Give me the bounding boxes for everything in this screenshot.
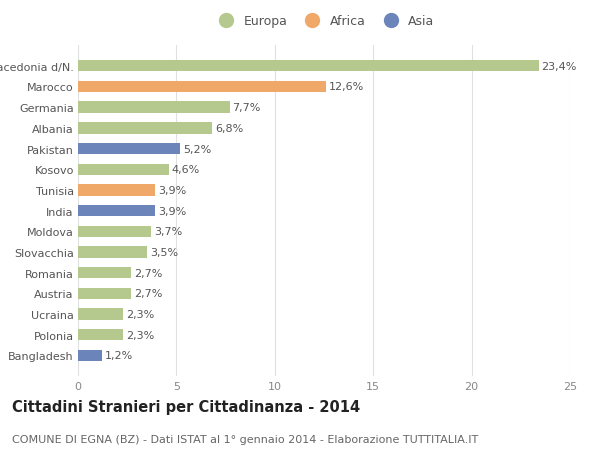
Bar xyxy=(78,185,155,196)
Text: 3,9%: 3,9% xyxy=(158,185,186,196)
Bar xyxy=(78,309,123,320)
Bar xyxy=(78,350,101,361)
Bar xyxy=(78,123,212,134)
Bar xyxy=(78,330,123,341)
Bar xyxy=(78,82,326,93)
Text: 2,7%: 2,7% xyxy=(134,289,163,299)
Bar xyxy=(78,102,230,113)
Bar xyxy=(78,61,539,72)
Text: 6,8%: 6,8% xyxy=(215,123,243,134)
Bar xyxy=(78,247,147,258)
Text: 3,7%: 3,7% xyxy=(154,227,182,237)
Bar xyxy=(78,144,181,155)
Text: Cittadini Stranieri per Cittadinanza - 2014: Cittadini Stranieri per Cittadinanza - 2… xyxy=(12,399,360,414)
Legend: Europa, Africa, Asia: Europa, Africa, Asia xyxy=(209,10,439,33)
Text: 7,7%: 7,7% xyxy=(232,103,261,113)
Bar xyxy=(78,164,169,175)
Text: 23,4%: 23,4% xyxy=(541,62,577,72)
Text: 4,6%: 4,6% xyxy=(172,165,200,175)
Text: COMUNE DI EGNA (BZ) - Dati ISTAT al 1° gennaio 2014 - Elaborazione TUTTITALIA.IT: COMUNE DI EGNA (BZ) - Dati ISTAT al 1° g… xyxy=(12,434,478,444)
Text: 1,2%: 1,2% xyxy=(104,351,133,361)
Text: 12,6%: 12,6% xyxy=(329,82,364,92)
Text: 3,9%: 3,9% xyxy=(158,206,186,216)
Bar xyxy=(78,206,155,217)
Text: 2,3%: 2,3% xyxy=(126,330,154,340)
Bar xyxy=(78,226,151,237)
Text: 2,7%: 2,7% xyxy=(134,268,163,278)
Bar xyxy=(78,268,131,279)
Text: 5,2%: 5,2% xyxy=(183,144,212,154)
Text: 2,3%: 2,3% xyxy=(126,309,154,319)
Text: 3,5%: 3,5% xyxy=(150,247,178,257)
Bar xyxy=(78,288,131,299)
